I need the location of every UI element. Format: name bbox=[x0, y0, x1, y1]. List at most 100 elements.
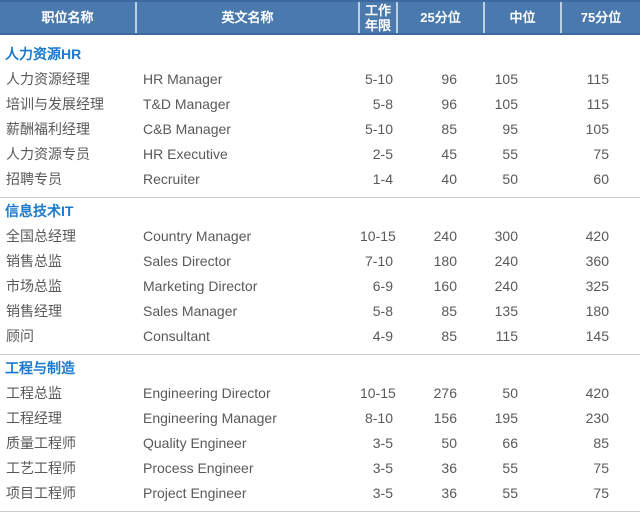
job-title-cn: 薪酬福利经理 bbox=[6, 121, 90, 137]
table-row: 全国总经理 Country Manager 10-15 240 300 420 bbox=[0, 224, 640, 249]
col-header-english-name: 英文名称 bbox=[137, 2, 360, 33]
col-header-p25: 25分位 bbox=[398, 2, 485, 33]
job-title-en: Engineering Director bbox=[143, 385, 271, 401]
job-title-en: HR Executive bbox=[143, 146, 228, 162]
median-value: 50 bbox=[502, 385, 518, 401]
median-value: 95 bbox=[502, 121, 518, 137]
p25-value: 180 bbox=[433, 253, 457, 269]
job-title-cn: 工艺工程师 bbox=[6, 460, 76, 476]
p75-value: 180 bbox=[585, 303, 609, 319]
p25-value: 85 bbox=[441, 328, 457, 344]
job-title-en: C&B Manager bbox=[143, 121, 231, 137]
work-years: 3-5 bbox=[372, 435, 393, 451]
job-title-cn: 顾问 bbox=[6, 328, 34, 344]
job-title-cn: 工程经理 bbox=[6, 410, 62, 426]
work-years: 10-15 bbox=[360, 228, 396, 244]
p25-value: 276 bbox=[433, 385, 457, 401]
table-row: 工艺工程师 Process Engineer 3-5 36 55 75 bbox=[0, 456, 640, 481]
col-header-median: 中位 bbox=[485, 2, 562, 33]
table-row: 销售总监 Sales Director 7-10 180 240 360 bbox=[0, 249, 640, 274]
p75-value: 75 bbox=[593, 485, 609, 501]
job-title-en: HR Manager bbox=[143, 71, 223, 87]
p75-value: 60 bbox=[593, 171, 609, 187]
median-value: 115 bbox=[495, 328, 518, 344]
job-title-cn: 培训与发展经理 bbox=[6, 96, 104, 112]
median-value: 50 bbox=[502, 171, 518, 187]
table-row: 人力资源经理 HR Manager 5-10 96 105 115 bbox=[0, 67, 640, 92]
median-value: 105 bbox=[494, 71, 518, 87]
p25-value: 85 bbox=[441, 303, 457, 319]
table-section: 工程与制造 工程总监 Engineering Director 10-15 276 50 4… bbox=[0, 355, 640, 512]
work-years: 1-4 bbox=[372, 171, 393, 187]
job-title-en: Process Engineer bbox=[143, 460, 254, 476]
p75-value: 75 bbox=[593, 460, 609, 476]
section-title: 信息技术IT bbox=[5, 203, 74, 219]
median-value: 55 bbox=[502, 146, 518, 162]
work-years: 7-10 bbox=[364, 253, 393, 269]
p25-value: 85 bbox=[441, 121, 457, 137]
p25-value: 96 bbox=[441, 71, 457, 87]
p75-value: 115 bbox=[586, 71, 609, 87]
salary-table-body: 人力资源HR 人力资源经理 HR Manager 5-10 96 105 115 培训与发展经… bbox=[0, 35, 640, 512]
p25-value: 50 bbox=[441, 435, 457, 451]
p75-value: 230 bbox=[585, 410, 609, 426]
work-years: 8-10 bbox=[364, 410, 393, 426]
median-value: 240 bbox=[494, 253, 518, 269]
table-row: 项目工程师 Project Engineer 3-5 36 55 75 bbox=[0, 481, 640, 506]
median-value: 135 bbox=[494, 303, 518, 319]
table-row: 薪酬福利经理 C&B Manager 5-10 85 95 105 bbox=[0, 117, 640, 142]
table-section: 信息技术IT 全国总经理 Country Manager 10-15 240 300 420… bbox=[0, 198, 640, 355]
table-row: 市场总监 Marketing Director 6-9 160 240 325 bbox=[0, 274, 640, 299]
job-title-en: Marketing Director bbox=[143, 278, 258, 294]
job-title-cn: 人力资源经理 bbox=[6, 71, 90, 87]
median-value: 55 bbox=[502, 485, 518, 501]
job-title-cn: 人力资源专员 bbox=[6, 146, 90, 162]
job-title-en: T&D Manager bbox=[143, 96, 231, 112]
p25-value: 160 bbox=[433, 278, 457, 294]
table-header-row: 职位名称 英文名称 工作年限 25分位 中位 75分位 bbox=[0, 0, 640, 35]
table-row: 招聘专员 Recruiter 1-4 40 50 60 bbox=[0, 167, 640, 192]
table-section: 人力资源HR 人力资源经理 HR Manager 5-10 96 105 115 培训与发展经… bbox=[0, 35, 640, 198]
work-years: 6-9 bbox=[372, 278, 393, 294]
work-years: 5-8 bbox=[372, 96, 393, 112]
work-years: 5-8 bbox=[372, 303, 393, 319]
p75-value: 360 bbox=[585, 253, 609, 269]
work-years: 5-10 bbox=[364, 121, 393, 137]
p25-value: 240 bbox=[433, 228, 457, 244]
median-value: 195 bbox=[494, 410, 518, 426]
table-row: 培训与发展经理 T&D Manager 5-8 96 105 115 bbox=[0, 92, 640, 117]
median-value: 240 bbox=[494, 278, 518, 294]
col-header-p75: 75分位 bbox=[580, 10, 622, 25]
p75-value: 420 bbox=[585, 385, 609, 401]
p75-value: 325 bbox=[585, 278, 609, 294]
job-title-cn: 项目工程师 bbox=[6, 485, 76, 501]
table-row: 工程经理 Engineering Manager 8-10 156 195 230 bbox=[0, 406, 640, 431]
p25-value: 156 bbox=[433, 410, 457, 426]
work-years: 10-15 bbox=[360, 385, 396, 401]
work-years: 3-5 bbox=[372, 485, 393, 501]
p75-value: 145 bbox=[585, 328, 609, 344]
job-title-en: Project Engineer bbox=[143, 485, 247, 501]
job-title-cn: 质量工程师 bbox=[6, 435, 76, 451]
median-value: 300 bbox=[494, 228, 518, 244]
work-years: 3-5 bbox=[372, 460, 393, 476]
job-title-en: Engineering Manager bbox=[143, 410, 277, 426]
work-years: 2-5 bbox=[372, 146, 393, 162]
median-value: 105 bbox=[494, 96, 518, 112]
job-title-cn: 市场总监 bbox=[6, 278, 62, 294]
p25-value: 36 bbox=[441, 485, 457, 501]
work-years: 4-9 bbox=[372, 328, 393, 344]
job-title-en: Country Manager bbox=[143, 228, 252, 244]
job-title-cn: 销售总监 bbox=[6, 253, 62, 269]
median-value: 66 bbox=[502, 435, 518, 451]
col-header-work-years: 工作年限 bbox=[360, 2, 398, 33]
p25-value: 45 bbox=[441, 146, 457, 162]
table-row: 质量工程师 Quality Engineer 3-5 50 66 85 bbox=[0, 431, 640, 456]
col-header-job-title: 职位名称 bbox=[0, 2, 137, 33]
p25-value: 36 bbox=[441, 460, 457, 476]
job-title-en: Consultant bbox=[143, 328, 210, 344]
median-value: 55 bbox=[502, 460, 518, 476]
job-title-en: Quality Engineer bbox=[143, 435, 247, 451]
p75-value: 85 bbox=[593, 435, 609, 451]
